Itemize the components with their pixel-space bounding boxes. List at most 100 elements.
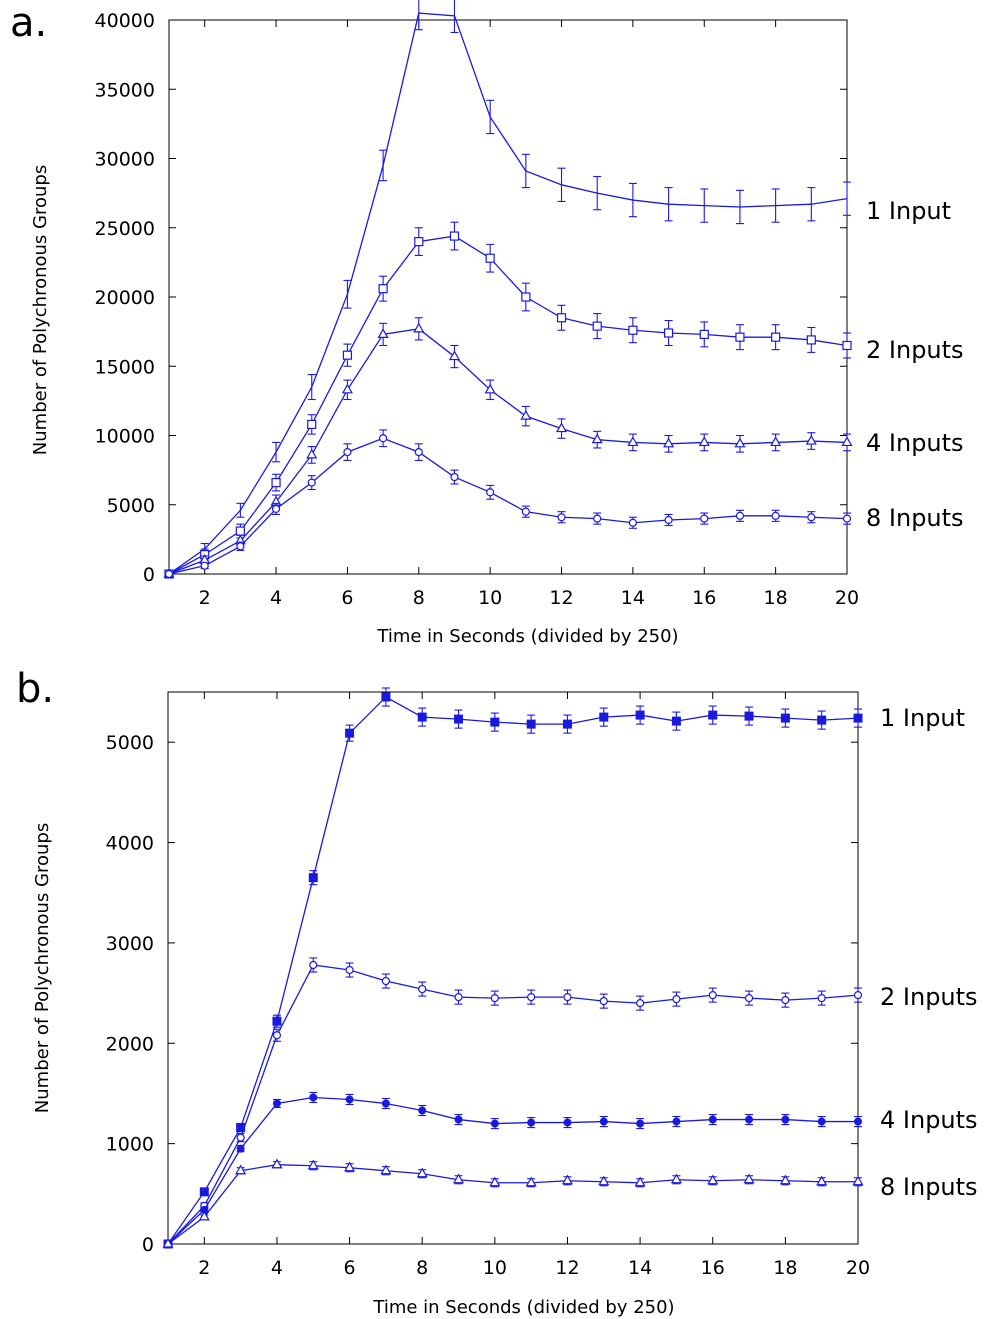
- panel-a-y-tick-label: 30000: [95, 149, 155, 171]
- panel-a-series-2-inputs: [165, 222, 851, 578]
- panel-a-data-point: [522, 293, 530, 301]
- panel-b-series-line-8-inputs: [168, 1165, 858, 1244]
- panel-b-data-point: [564, 994, 571, 1001]
- panel-b-x-tick-label: 14: [628, 1257, 652, 1279]
- panel-b-data-point: [673, 1118, 680, 1125]
- panel-a-series-label-4-inputs: 4 Inputs: [866, 429, 964, 457]
- panel-a-data-point: [629, 519, 636, 526]
- panel-a-data-point: [487, 489, 494, 496]
- panel-a-y-tick-label: 0: [143, 564, 155, 586]
- panel-b-series-8-inputs: [164, 1160, 863, 1247]
- panel-b-data-point: [491, 995, 498, 1002]
- panel-b-data-point: [382, 1100, 389, 1107]
- panel-a-data-point: [772, 512, 779, 519]
- panel-b-x-tick-label: 16: [701, 1257, 725, 1279]
- panel-a-data-point: [700, 330, 708, 338]
- panel-b-x-tick-label: 4: [271, 1257, 283, 1279]
- panel-b-x-tick-label: 2: [198, 1257, 210, 1279]
- panel-a-data-point: [166, 571, 173, 578]
- panel-b-series-line-1-input: [168, 697, 858, 1244]
- panel-b-data-point: [782, 1116, 789, 1123]
- panel-b-data-point: [418, 713, 426, 721]
- panel-a-y-tick-label: 40000: [95, 10, 155, 32]
- panel-b-x-tick-label: 6: [344, 1257, 356, 1279]
- panel-b-data-point: [419, 1107, 426, 1114]
- panel-a-data-point: [380, 435, 387, 442]
- panel-a-error-bar: [486, 100, 494, 133]
- panel-a-data-point: [236, 527, 244, 535]
- panel-a-data-point: [735, 439, 744, 447]
- panel-a-series-line-4-inputs: [169, 329, 847, 574]
- panel-b-data-point: [200, 1188, 208, 1196]
- panel-a-y-axis-title: Number of Polychronous Groups: [30, 165, 51, 455]
- panel-b-x-tick-label: 20: [846, 1257, 870, 1279]
- panel-b-data-point: [563, 720, 571, 728]
- panel-a-x-tick-label: 4: [270, 587, 282, 609]
- panel-a-data-point: [664, 439, 673, 447]
- panel-a-data-point: [558, 514, 565, 521]
- panel-b-data-point: [637, 1120, 644, 1127]
- panel-a-data-point: [308, 420, 316, 428]
- panel-b-y-tick-label: 2000: [106, 1033, 154, 1055]
- panel-a-error-bar: [522, 154, 530, 187]
- panel-a-data-point: [307, 450, 316, 458]
- panel-b-data-point: [528, 994, 535, 1001]
- panel-b-series-4-inputs: [165, 1092, 863, 1247]
- panel-a-data-point: [308, 479, 315, 486]
- panel-a-x-tick-label: 14: [621, 587, 645, 609]
- chart-panel-b: b. 2 4 6 8 10 12 14 16 18 20 01000200030004000500…: [16, 666, 978, 1318]
- panel-a-data-point: [594, 515, 601, 522]
- panel-a-data-point: [450, 232, 458, 240]
- panel-a-series-label-1-input: 1 Input: [866, 197, 951, 225]
- panel-b-data-point: [273, 1032, 280, 1039]
- panel-a-data-point: [807, 436, 816, 444]
- panel-a-series-label-8-inputs: 8 Inputs: [866, 504, 964, 532]
- panel-b-y-tick-label: 3000: [106, 933, 154, 955]
- panel-a-x-axis-title: Time in Seconds (divided by 250): [376, 626, 678, 647]
- panel-b-data-point: [745, 712, 753, 720]
- panel-a-series-labels: 1 Input 2 Inputs 4 Inputs 8 Inputs: [866, 197, 964, 532]
- panel-b-x-tick-label: 8: [416, 1257, 428, 1279]
- panel-b-data-point: [818, 716, 826, 724]
- panel-b-data-point: [310, 961, 317, 968]
- panel-b-data-point: [855, 1118, 862, 1125]
- panel-b-data-point: [818, 995, 825, 1002]
- panel-b-series-2-inputs: [165, 958, 863, 1248]
- panel-b-data-point: [237, 1145, 244, 1152]
- panel-b-series-label-4-inputs: 4 Inputs: [880, 1106, 978, 1134]
- panel-b-x-axis: 2 4 6 8 10 12 14 16 18 20: [198, 692, 870, 1279]
- panel-b-series-label-2-inputs: 2 Inputs: [880, 983, 978, 1011]
- panel-b-data-point: [491, 1120, 498, 1127]
- panel-b-series-1-input: [164, 688, 862, 1248]
- panel-a-series-label-2-inputs: 2 Inputs: [866, 336, 964, 364]
- panel-a-data-point: [379, 285, 387, 293]
- panel-a-series-1-input: [169, 0, 851, 574]
- panel-a-data-point: [771, 437, 780, 445]
- panel-b-data-point: [564, 1119, 571, 1126]
- panel-a-data-point: [414, 324, 423, 332]
- panel-a-series-line-2-inputs: [169, 236, 847, 574]
- panel-b-y-tick-label: 4000: [106, 833, 154, 855]
- panel-b-x-tick-label: 18: [773, 1257, 797, 1279]
- panel-b-data-point: [709, 1116, 716, 1123]
- panel-a-data-point: [843, 437, 852, 445]
- panel-b-series-line-4-inputs: [168, 1097, 858, 1244]
- panel-b-x-axis-title: Time in Seconds (divided by 250): [372, 1297, 674, 1318]
- panel-a-y-tick-label: 25000: [95, 218, 155, 240]
- panel-a-data-point: [237, 543, 244, 550]
- panel-a-x-tick-label: 10: [478, 587, 502, 609]
- panel-b-y-tick-label: 0: [142, 1234, 154, 1256]
- panel-a-data-point: [665, 516, 672, 523]
- panel-b-data-point: [600, 1118, 607, 1125]
- panel-b-data-point: [781, 714, 789, 722]
- panel-a-y-tick-label: 10000: [95, 426, 155, 448]
- panel-b-data-point: [818, 1118, 825, 1125]
- panel-b-data-point: [273, 1017, 281, 1025]
- panel-a-y-tick-label: 35000: [95, 79, 155, 101]
- panel-b-data-point: [709, 992, 716, 999]
- panel-b-data-point: [600, 713, 608, 721]
- panel-b-data-point: [600, 998, 607, 1005]
- panel-b-data-point: [672, 717, 680, 725]
- panel-b-data-point: [272, 1160, 281, 1168]
- panel-a-data-point: [665, 329, 673, 337]
